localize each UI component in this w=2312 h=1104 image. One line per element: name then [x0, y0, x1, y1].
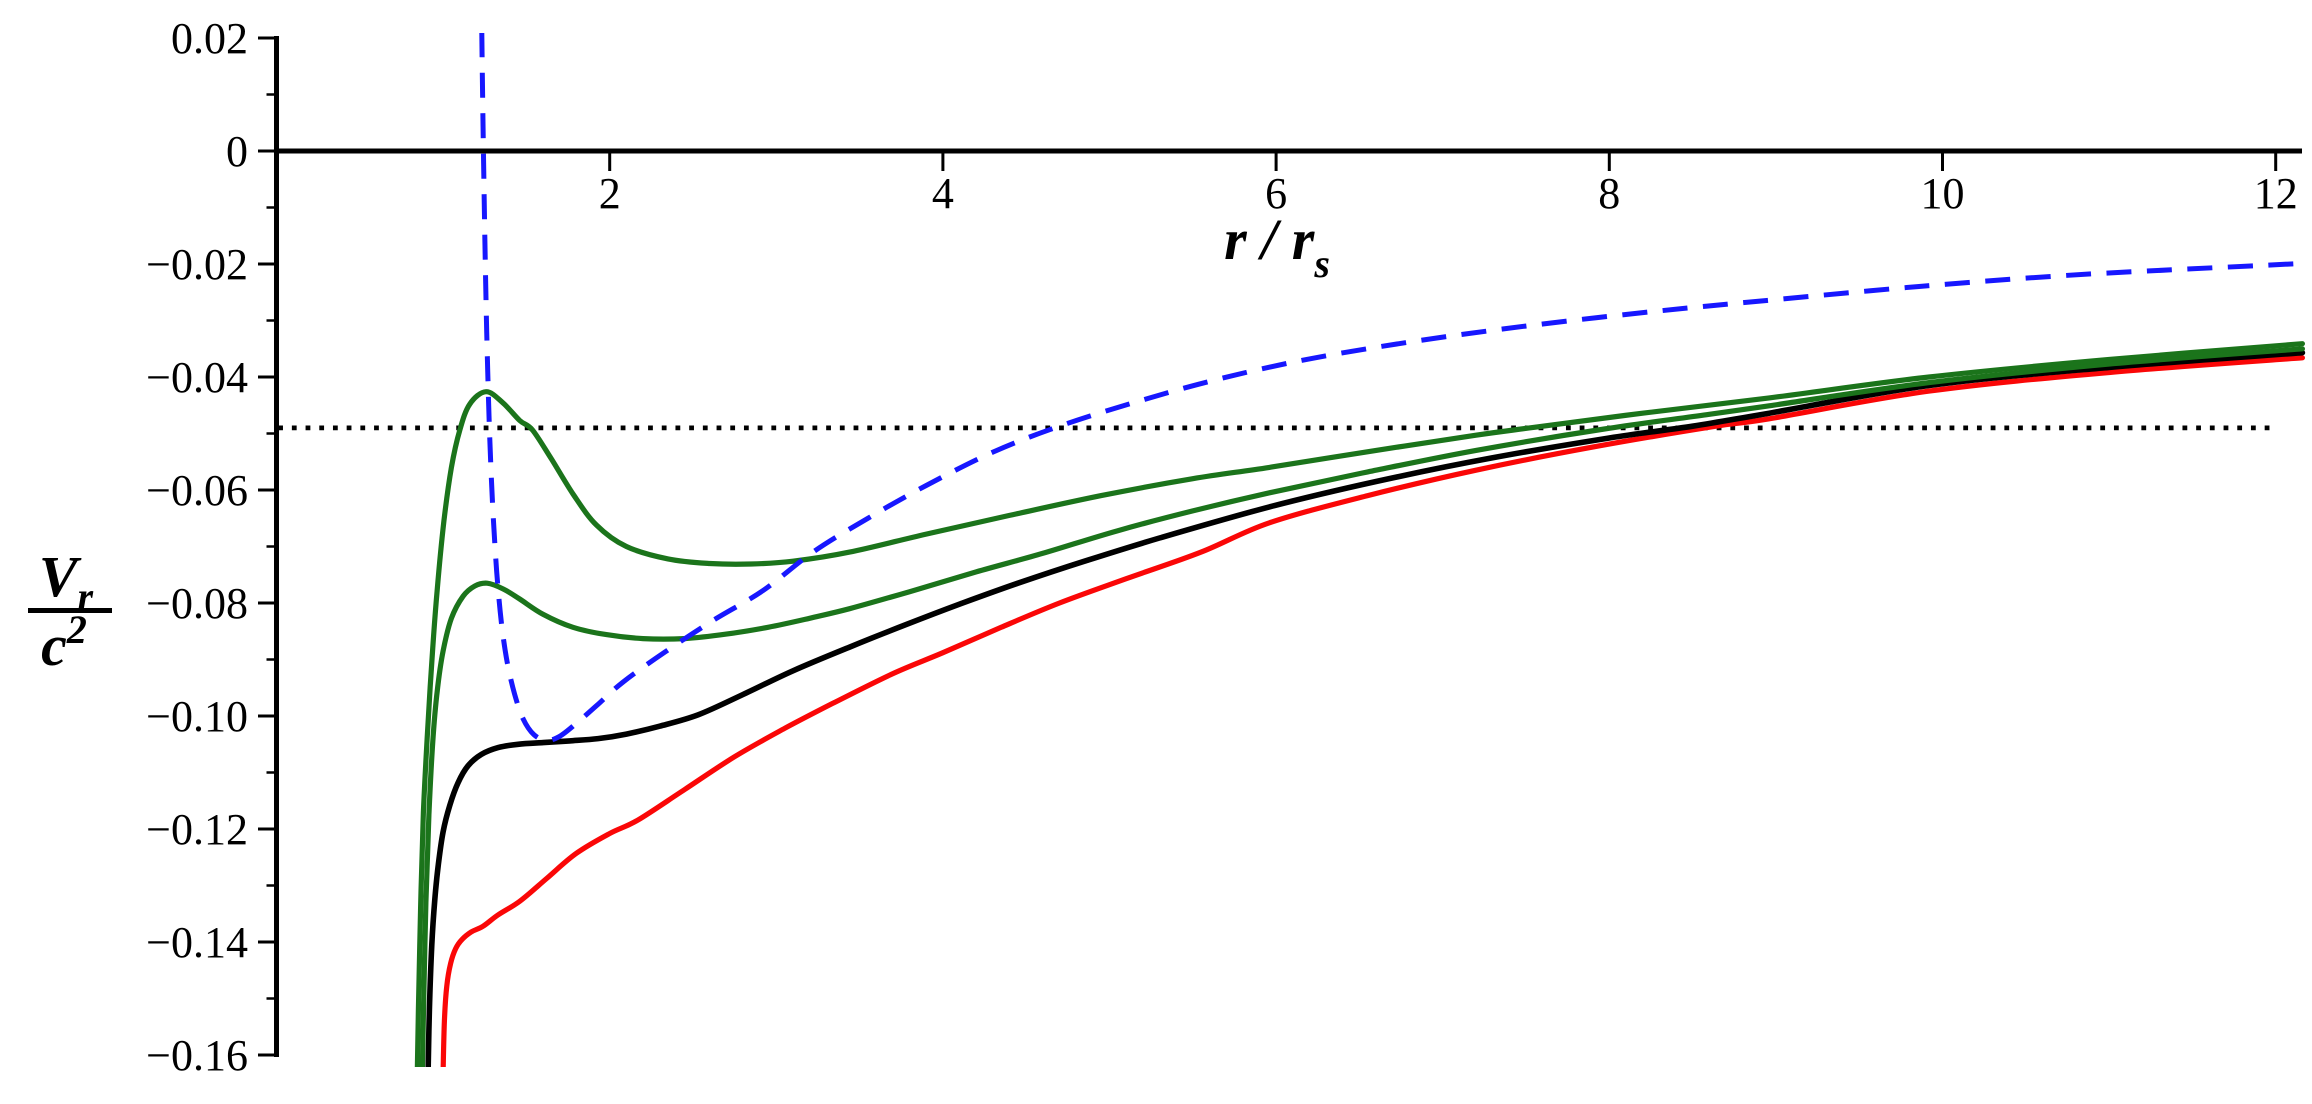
x-tick-label: 2 [599, 169, 621, 218]
x-tick-label: 12 [2254, 169, 2298, 218]
black-solid-curve [425, 349, 2306, 1067]
red-solid-curve [440, 355, 2305, 1067]
y-tick-label: −0.06 [146, 466, 248, 515]
y-tick-label: 0 [226, 127, 248, 176]
green-solid-upper-curve [414, 341, 2305, 1067]
y-tick-label: −0.16 [146, 1031, 248, 1080]
y-tick-label: −0.02 [146, 240, 248, 289]
y-tick-label: −0.12 [146, 805, 248, 854]
x-tick-label: 8 [1598, 169, 1620, 218]
y-tick-label: −0.10 [146, 692, 248, 741]
y-tick-label: −0.14 [146, 918, 248, 967]
blue-dashed-curve [479, 33, 2303, 743]
x-tick-label: 6 [1265, 169, 1287, 218]
green-solid-lower-curve [419, 346, 2305, 1067]
x-tick-label: 4 [932, 169, 954, 218]
y-tick-label: −0.04 [146, 353, 248, 402]
x-tick-label: 10 [1921, 169, 1965, 218]
y-axis-title-numerator: Vr [39, 544, 94, 619]
x-axis-title: r / rs [1224, 207, 1330, 286]
y-tick-label: −0.08 [146, 579, 248, 628]
y-axis-title-fraction-bar [28, 608, 112, 613]
curves-group [414, 33, 2306, 1067]
y-tick-label: 0.02 [171, 14, 248, 63]
y-axis-title-denominator: c2 [41, 607, 87, 678]
